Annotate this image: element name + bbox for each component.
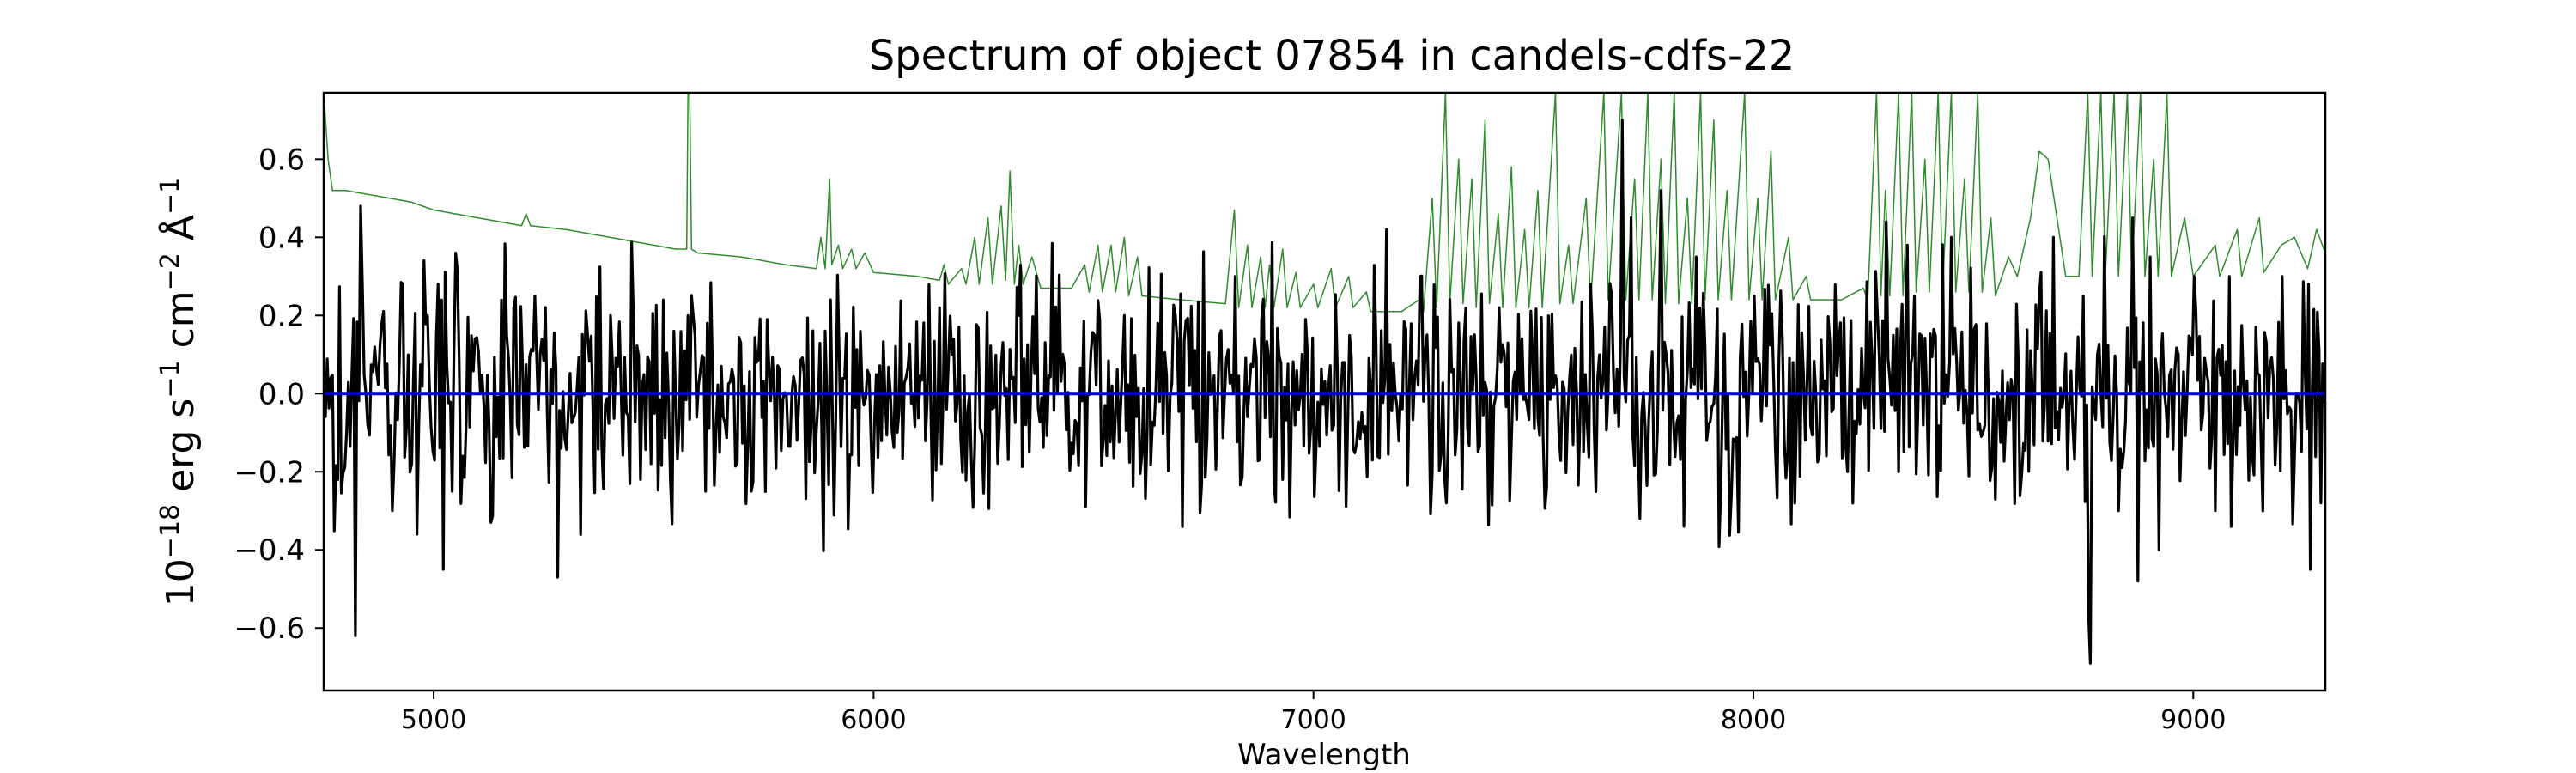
y-label-angstrom: Å: [157, 215, 203, 253]
y-label-erg: erg s: [159, 399, 203, 504]
y-label-angstrom-exponent: −1: [155, 177, 185, 215]
plot-frame: [322, 91, 2327, 692]
y-tick-label: 0.2: [258, 299, 305, 333]
y-label-base: 10: [159, 558, 203, 606]
x-tick-label: 9000: [2160, 705, 2226, 735]
flux-spectrum-line: [324, 119, 2325, 665]
y-axis-label: 10−18 erg s−1 cm−2 Å−1: [155, 177, 204, 606]
y-tick-label: 0.0: [258, 377, 305, 411]
error-spectrum-line: [324, 93, 2325, 313]
y-label-base-exponent: −18: [155, 504, 185, 558]
y-label-cm-exponent: −2: [155, 253, 185, 290]
series-layer: [324, 93, 2325, 665]
x-tick-label: 5000: [401, 705, 466, 735]
y-tick-label: 0.4: [258, 221, 305, 255]
y-label-cm: cm: [159, 290, 203, 360]
ticks-layer: 5000 6000 7000 8000 9000 −0.6 −0.4 −0.2 0.0 0.2 0.…: [234, 143, 2226, 735]
y-tick-label: 0.6: [258, 143, 305, 177]
y-tick-label: −0.4: [234, 533, 305, 568]
x-axis-label: Wavelength: [1237, 738, 1411, 772]
x-tick-label: 6000: [841, 705, 906, 735]
y-tick-label: −0.6: [234, 612, 305, 646]
y-label-s-exponent: −1: [155, 360, 185, 398]
chart-title: Spectrum of object 07854 in candels-cdfs…: [869, 32, 1795, 80]
x-tick-label: 7000: [1281, 705, 1346, 735]
y-tick-label: −0.2: [234, 455, 305, 490]
x-tick-label: 8000: [1721, 705, 1786, 735]
